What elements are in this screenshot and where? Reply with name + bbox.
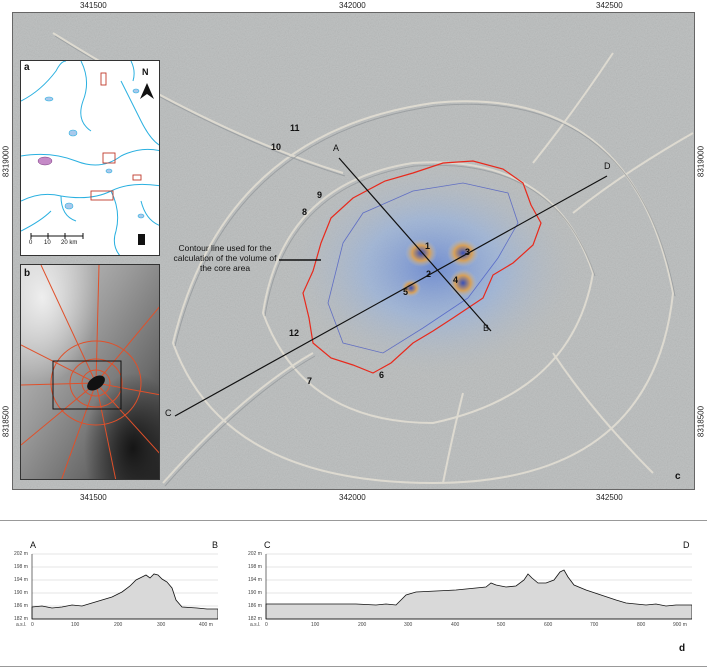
- profile-ab-ytick-198: 198 m: [14, 564, 28, 570]
- rivers: [21, 61, 159, 255]
- profile-ab-ytick-202: 202 m: [14, 551, 28, 557]
- profile-cd-xtick-300: 300: [404, 622, 413, 628]
- site-label-8: 8: [302, 207, 308, 217]
- site-label-10: 10: [271, 142, 282, 152]
- bottom-coord-342500: 342500: [596, 493, 623, 502]
- profile-cd-xtick-900: 900 m: [673, 622, 687, 628]
- profile-ab-ytick-182: 182 m: [14, 616, 28, 622]
- profile-line-cd: [174, 175, 608, 417]
- top-coord-342500: 342500: [596, 1, 623, 10]
- profile-cd-xtick-600: 600: [544, 622, 553, 628]
- label-A: A: [333, 143, 340, 153]
- site-label-1: 1: [425, 241, 431, 251]
- profile-cd-ytick-194: 194 m: [248, 577, 262, 583]
- profile-cd-xtick-200: 200: [358, 622, 367, 628]
- profile-ab-start: A: [30, 540, 37, 550]
- profile-ab-ytick-194: 194 m: [14, 577, 28, 583]
- profile-ab-yunit: a.s.l.: [16, 622, 27, 628]
- locator-rectangle: [138, 234, 145, 245]
- profile-cd-xtick-400: 400: [451, 622, 460, 628]
- contour-callout-text: Contour line used for the calculation of…: [173, 243, 277, 273]
- profile-ab-xtick-400: 400 m: [199, 622, 213, 628]
- site-label-2: 2: [426, 269, 432, 279]
- panel-letter-a: a: [24, 62, 30, 73]
- profile-cd-xtick-0: 0: [265, 622, 268, 628]
- lakes: [44, 88, 145, 219]
- site-label-4: 4: [453, 275, 459, 285]
- profile-cd-ytick-190: 190 m: [248, 590, 262, 596]
- north-arrow: [140, 83, 154, 99]
- mound-1: [405, 239, 437, 267]
- site-label-9: 9: [317, 190, 323, 200]
- inset-b-svg: [21, 265, 159, 479]
- site-label-7: 7: [307, 376, 313, 386]
- site-label-6: 6: [379, 370, 385, 380]
- right-coord-8319000: 8319000: [696, 145, 706, 178]
- profile-cd-start: C: [264, 540, 271, 550]
- divider-top: [0, 520, 707, 521]
- right-coord-8318500: 8318500: [696, 405, 706, 438]
- profile-ab-chart: [31, 553, 218, 620]
- profile-cd-xtick-500: 500: [497, 622, 506, 628]
- panel-letter-c: c: [675, 471, 681, 482]
- profile-ab-ytick-186: 186 m: [14, 603, 28, 609]
- core-contour-line: [302, 160, 542, 374]
- scale-bar-inset-a: [30, 233, 84, 239]
- profile-cd-ytick-198: 198 m: [248, 564, 262, 570]
- left-coord-8318500: 8318500: [1, 405, 11, 438]
- north-arrow-label: N: [142, 67, 149, 77]
- panel-letter-b: b: [24, 268, 31, 279]
- profile-ab-end: B: [212, 540, 219, 550]
- profile-cd-ytick-182: 182 m: [248, 616, 262, 622]
- profile-cd-ytick-186: 186 m: [248, 603, 262, 609]
- profile-ab-xtick-200: 200: [114, 622, 123, 628]
- mound-4: [449, 269, 477, 297]
- scale-tick-20: 20 km: [61, 240, 78, 246]
- profile-cd-end: D: [683, 540, 690, 550]
- inset-map-b: b: [20, 264, 160, 480]
- top-coord-341500: 341500: [80, 1, 107, 10]
- site-label-11: 11: [290, 123, 300, 133]
- main-map-extent-box: [52, 360, 122, 410]
- profile-cd-terrain: [265, 569, 692, 620]
- road-network: [21, 265, 159, 479]
- profile-cd-ytick-202: 202 m: [248, 551, 262, 557]
- profile-ab-xtick-300: 300: [157, 622, 166, 628]
- top-coord-342000: 342000: [339, 1, 366, 10]
- inset-map-a: a N 0 10 20 km: [20, 60, 160, 256]
- label-C: C: [165, 408, 172, 418]
- site-label-12: 12: [289, 328, 300, 338]
- bottom-coord-341500: 341500: [80, 493, 107, 502]
- inset-a-svg: [21, 61, 159, 255]
- label-D: D: [604, 161, 611, 171]
- site-label-3: 3: [465, 247, 471, 257]
- profile-ab-ytick-190: 190 m: [14, 590, 28, 596]
- site-label-5: 5: [403, 287, 409, 297]
- profile-cd-xtick-100: 100: [311, 622, 320, 628]
- profile-cd-xtick-800: 800: [637, 622, 646, 628]
- mound-5: [401, 279, 421, 297]
- bottom-coord-342000: 342000: [339, 493, 366, 502]
- core-area-dark: [87, 375, 105, 391]
- panel-letter-d: d: [679, 643, 686, 654]
- profile-ab-xtick-0: 0: [31, 622, 34, 628]
- profile-ab-xtick-100: 100: [71, 622, 80, 628]
- profile-cd-yunit: a.s.l.: [250, 622, 261, 628]
- core-contour-inner: [327, 182, 519, 354]
- left-coord-8319000: 8319000: [1, 145, 11, 178]
- core-area-relief: [283, 158, 583, 378]
- label-B: B: [483, 323, 490, 333]
- profile-line-ab: [338, 157, 492, 332]
- scale-tick-0: 0: [29, 240, 33, 246]
- study-area-boxes: [90, 72, 142, 201]
- highlighted-lake: [37, 156, 53, 166]
- profile-ab-terrain: [31, 573, 218, 620]
- dem-lowlands: [21, 265, 159, 479]
- scale-tick-10: 10: [44, 240, 51, 246]
- profile-cd-chart: [265, 553, 692, 620]
- profile-cd-xtick-700: 700: [590, 622, 599, 628]
